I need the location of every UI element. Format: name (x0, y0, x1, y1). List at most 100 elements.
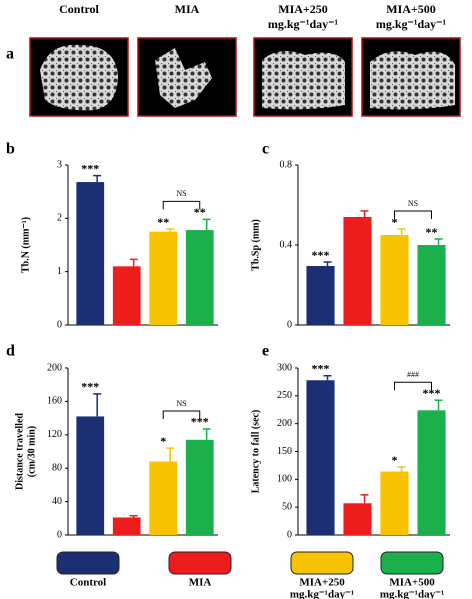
bone-image (370, 51, 455, 110)
bar (185, 439, 214, 535)
legend-swatch (290, 551, 354, 575)
bar (380, 235, 409, 325)
bar (149, 461, 178, 535)
error-bar (93, 174, 102, 183)
y-axis-label: Tb.Sp (mm) (250, 219, 261, 271)
y-tick-label: 120 (47, 429, 62, 440)
bar (417, 245, 446, 325)
error-bar (360, 494, 369, 504)
bar (76, 182, 105, 325)
panel-label: c (262, 141, 269, 158)
group-label: MIA+250 (278, 2, 328, 16)
error-bar (397, 228, 406, 235)
panel-label: b (6, 141, 15, 158)
comparison-bracket (162, 410, 201, 419)
error-bar (434, 399, 443, 411)
error-bar (129, 258, 138, 267)
y-tick-label: 40 (52, 496, 62, 507)
significance: ** (194, 205, 206, 219)
error-bar (202, 218, 211, 231)
group-label: mg.kg⁻¹day⁻¹ (376, 17, 447, 31)
legend-swatch (380, 551, 444, 575)
y-tick-label: 200 (47, 362, 62, 373)
group-label: MIA+500 (386, 2, 436, 16)
error-bar (397, 466, 406, 472)
panel-label: a (6, 46, 14, 63)
significance: *** (312, 362, 330, 376)
y-tick-label: 300 (277, 362, 292, 373)
y-axis-label: (cm/30 min) (26, 426, 37, 477)
legend-label: MIA+500 (389, 577, 435, 589)
bracket-label: NS (176, 399, 186, 408)
bar (417, 410, 446, 535)
y-tick-label: 100 (277, 474, 292, 485)
y-axis-label: Latency to fall (sec) (250, 410, 261, 494)
y-tick-label: 0 (287, 319, 292, 330)
bar (76, 416, 105, 535)
legend-label: Control (70, 577, 106, 589)
significance: ** (157, 215, 169, 229)
y-tick-label: 0 (57, 529, 62, 540)
significance: * (392, 453, 398, 467)
y-tick-label: 3 (57, 159, 62, 170)
bar (149, 231, 178, 325)
bracket-label: NS (408, 199, 418, 208)
bracket-label: ### (407, 370, 419, 379)
significance: * (160, 434, 166, 448)
y-tick-label: 0 (287, 529, 292, 540)
error-bar (434, 238, 443, 245)
bone-image (155, 48, 212, 108)
bar (306, 266, 335, 325)
micro-ct-images (29, 37, 461, 117)
bar (343, 217, 372, 325)
y-tick-label: 50 (282, 501, 292, 512)
y-axis-label: Distance travelled (14, 413, 25, 490)
legend-label: mg.kg⁻¹day⁻¹ (290, 589, 354, 599)
legend-label: mg.kg⁻¹day⁻¹ (380, 589, 444, 599)
legend-swatch (168, 551, 232, 575)
error-bar (360, 210, 369, 217)
bar (380, 471, 409, 535)
y-tick-label: 250 (277, 390, 292, 401)
error-bar (323, 375, 332, 381)
significance: *** (191, 415, 209, 429)
bar (343, 503, 372, 535)
y-tick-label: 0.8 (280, 159, 293, 170)
significance: * (392, 215, 398, 229)
y-tick-label: 80 (52, 462, 62, 473)
comparison-bracket (162, 200, 201, 210)
panel-label: d (6, 343, 15, 360)
bar (112, 517, 141, 535)
legend-label: MIA (189, 577, 212, 589)
bar (185, 230, 214, 325)
error-bar (129, 515, 138, 518)
y-tick-label: 200 (277, 418, 292, 429)
panel-label: e (262, 343, 269, 360)
group-label: MIA (175, 2, 200, 16)
bone-image (262, 51, 345, 110)
bar (306, 380, 335, 535)
legend-label: MIA+250 (299, 577, 345, 589)
error-bar (202, 428, 211, 440)
significance: *** (312, 248, 330, 262)
significance: *** (81, 380, 99, 394)
bar (112, 266, 141, 325)
error-bar (323, 261, 332, 266)
comparison-bracket (394, 381, 432, 391)
y-tick-label: 160 (47, 396, 62, 407)
bracket-label: NS (176, 189, 186, 198)
significance: *** (423, 386, 441, 400)
y-tick-label: 0 (57, 319, 62, 330)
error-bar (93, 393, 102, 417)
bone-image (40, 44, 118, 111)
significance: *** (81, 161, 99, 175)
group-label: Control (59, 2, 99, 16)
group-label: mg.kg⁻¹day⁻¹ (268, 17, 339, 31)
y-tick-label: 1 (57, 266, 62, 277)
legend-swatch (56, 551, 120, 575)
comparison-bracket (394, 210, 432, 219)
y-tick-label: 2 (57, 213, 62, 224)
y-axis-label: Tb.N (mm⁻¹) (20, 217, 31, 273)
significance: ** (426, 225, 438, 239)
